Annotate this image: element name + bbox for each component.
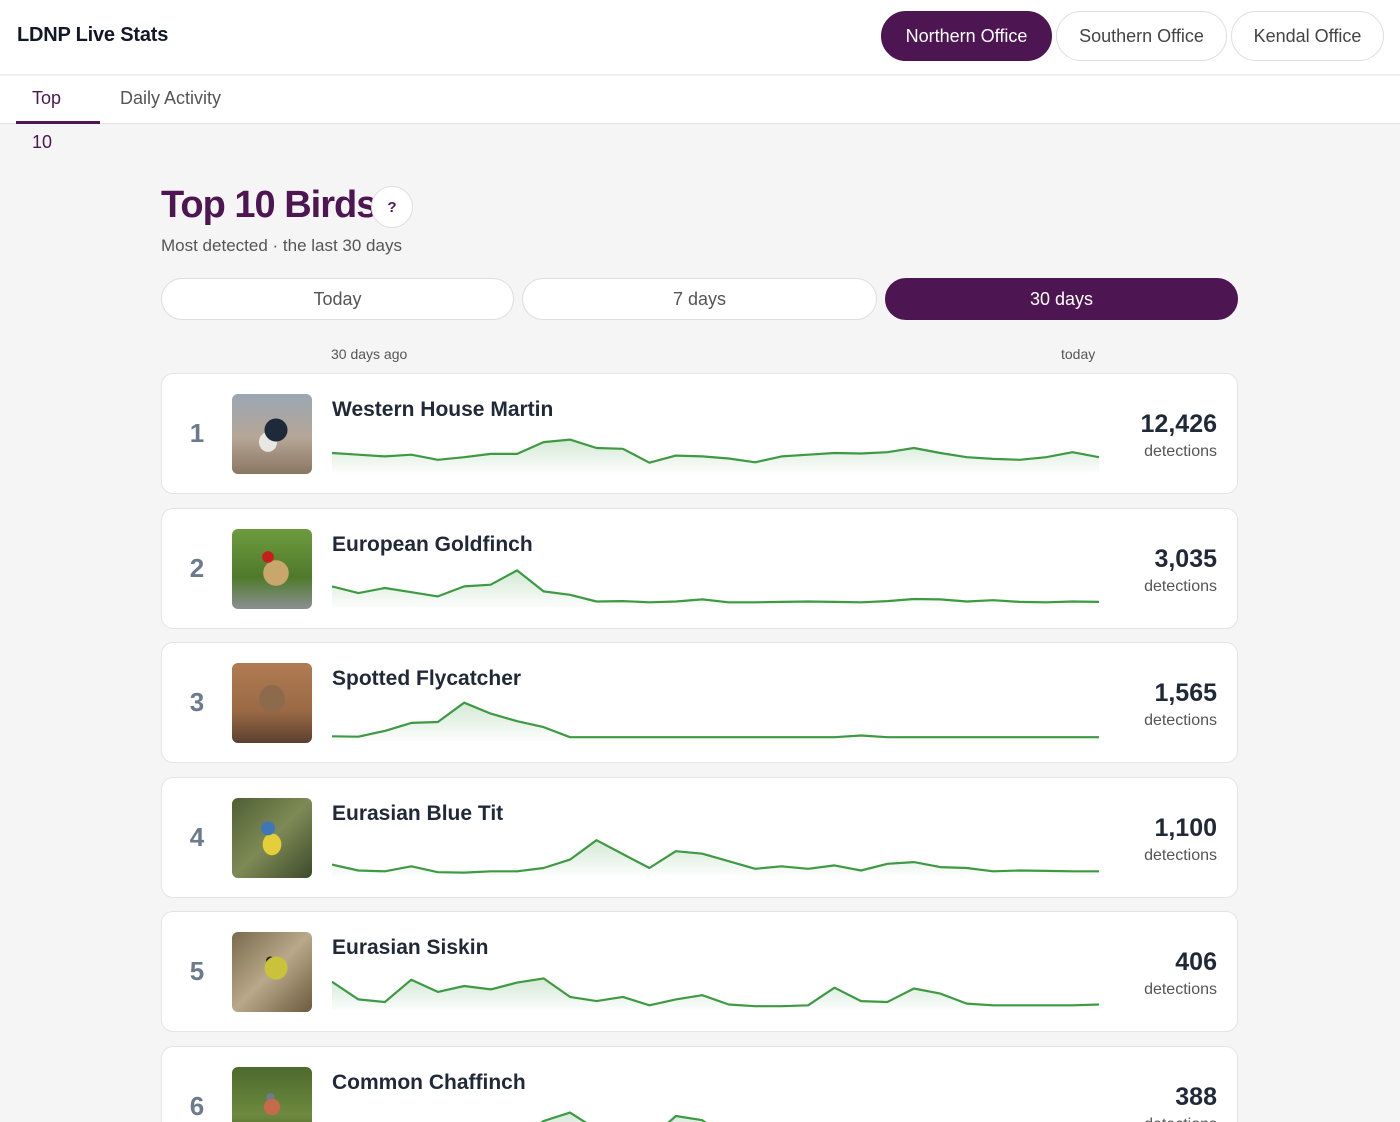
detection-count-label: detections <box>1144 846 1217 864</box>
office-switcher: Northern Office Southern Office Kendal O… <box>881 11 1384 61</box>
bird-rank: 5 <box>189 956 205 987</box>
sparkline-line <box>332 568 1099 603</box>
flycatcher-photo <box>232 663 312 744</box>
axis-end-label: today <box>1061 346 1096 362</box>
trend-sparkline <box>332 977 1099 1011</box>
detection-count: 3,035 <box>1154 544 1217 573</box>
sparkline-line <box>332 838 1099 874</box>
blue-tit-photo <box>232 797 312 878</box>
detection-count: 388 <box>1175 1083 1217 1111</box>
detection-count: 1,565 <box>1154 679 1217 708</box>
detection-count-label: detections <box>1144 443 1217 460</box>
sparkline-area <box>542 1112 705 1122</box>
detection-count-label: detections <box>1144 1116 1217 1122</box>
bird-rank: 6 <box>189 1091 205 1121</box>
tab-bar: Top 10 Daily Activity <box>0 76 1400 152</box>
chaffinch-photo <box>232 1067 312 1122</box>
tab-top-10[interactable]: Top 10 <box>16 76 100 152</box>
trend-sparkline <box>332 568 1099 607</box>
range-button-30-days[interactable]: 30 days <box>885 278 1238 320</box>
page-title: Top 10 Birds <box>161 184 377 226</box>
office-button-northern[interactable]: Northern Office <box>881 11 1052 61</box>
bird-card[interactable]: 5 Eurasian Siskin 406 detections <box>161 911 1238 1033</box>
range-button-today[interactable]: Today <box>161 278 514 320</box>
app-title: LDNP Live Stats <box>17 24 169 46</box>
trend-sparkline <box>332 438 1099 472</box>
help-button[interactable]: ? <box>371 186 413 228</box>
tab-daily-activity[interactable]: Daily Activity <box>120 88 222 108</box>
detection-count: 1,100 <box>1154 813 1217 842</box>
top-bar: LDNP Live Stats Northern Office Southern… <box>0 0 1400 75</box>
sparkline-area <box>332 439 1099 472</box>
bird-card[interactable]: 4 Eurasian Blue Tit 1,100 detections <box>161 776 1238 898</box>
detection-count-label: detections <box>1144 577 1217 595</box>
bird-card[interactable]: 2 European Goldfinch 3,035 detections <box>161 507 1238 629</box>
bird-name: Eurasian Blue Tit <box>332 801 504 825</box>
detection-count: 12,426 <box>1140 410 1217 438</box>
sparkline-line <box>332 701 1099 739</box>
bird-rank: 1 <box>189 418 205 448</box>
sparkline-area <box>332 978 1099 1011</box>
axis-start-label: 30 days ago <box>331 346 408 362</box>
bird-card[interactable]: 1 Western House Martin 12,426 detections <box>161 373 1238 494</box>
siskin-photo <box>232 932 312 1013</box>
bird-rank: 2 <box>189 552 205 583</box>
sparkline-area <box>332 702 1099 742</box>
bird-name: Common Chaffinch <box>332 1071 526 1094</box>
goldfinch-photo <box>232 528 312 609</box>
office-button-kendal[interactable]: Kendal Office <box>1231 11 1384 61</box>
range-button-7-days[interactable]: 7 days <box>522 278 877 320</box>
page-subtitle: Most detected · the last 30 days <box>161 236 402 255</box>
bird-card[interactable]: 3 Spotted Flycatcher 1,565 detections <box>161 642 1238 764</box>
bird-rank: 3 <box>189 687 205 718</box>
bird-name: Western House Martin <box>332 398 554 421</box>
sparkline-line <box>332 438 1099 464</box>
bird-rank: 4 <box>189 821 205 852</box>
bird-name: Eurasian Siskin <box>332 936 489 960</box>
sparkline-line <box>332 977 1099 1008</box>
detection-count: 406 <box>1175 948 1217 977</box>
detection-count-label: detections <box>1144 712 1217 730</box>
swallow-photo <box>232 394 312 474</box>
office-button-southern[interactable]: Southern Office <box>1056 11 1227 61</box>
detection-count-label: detections <box>1144 981 1217 999</box>
bird-name: Spotted Flycatcher <box>332 667 522 691</box>
bird-name: European Goldfinch <box>332 532 533 556</box>
bird-card[interactable]: 6 Common Chaffinch 388 detections <box>161 1046 1238 1122</box>
trend-sparkline <box>332 838 1099 876</box>
sparkline-area <box>332 569 1099 607</box>
trend-sparkline <box>540 1111 707 1122</box>
sparkline-line <box>540 1111 707 1122</box>
trend-sparkline <box>332 701 1099 742</box>
